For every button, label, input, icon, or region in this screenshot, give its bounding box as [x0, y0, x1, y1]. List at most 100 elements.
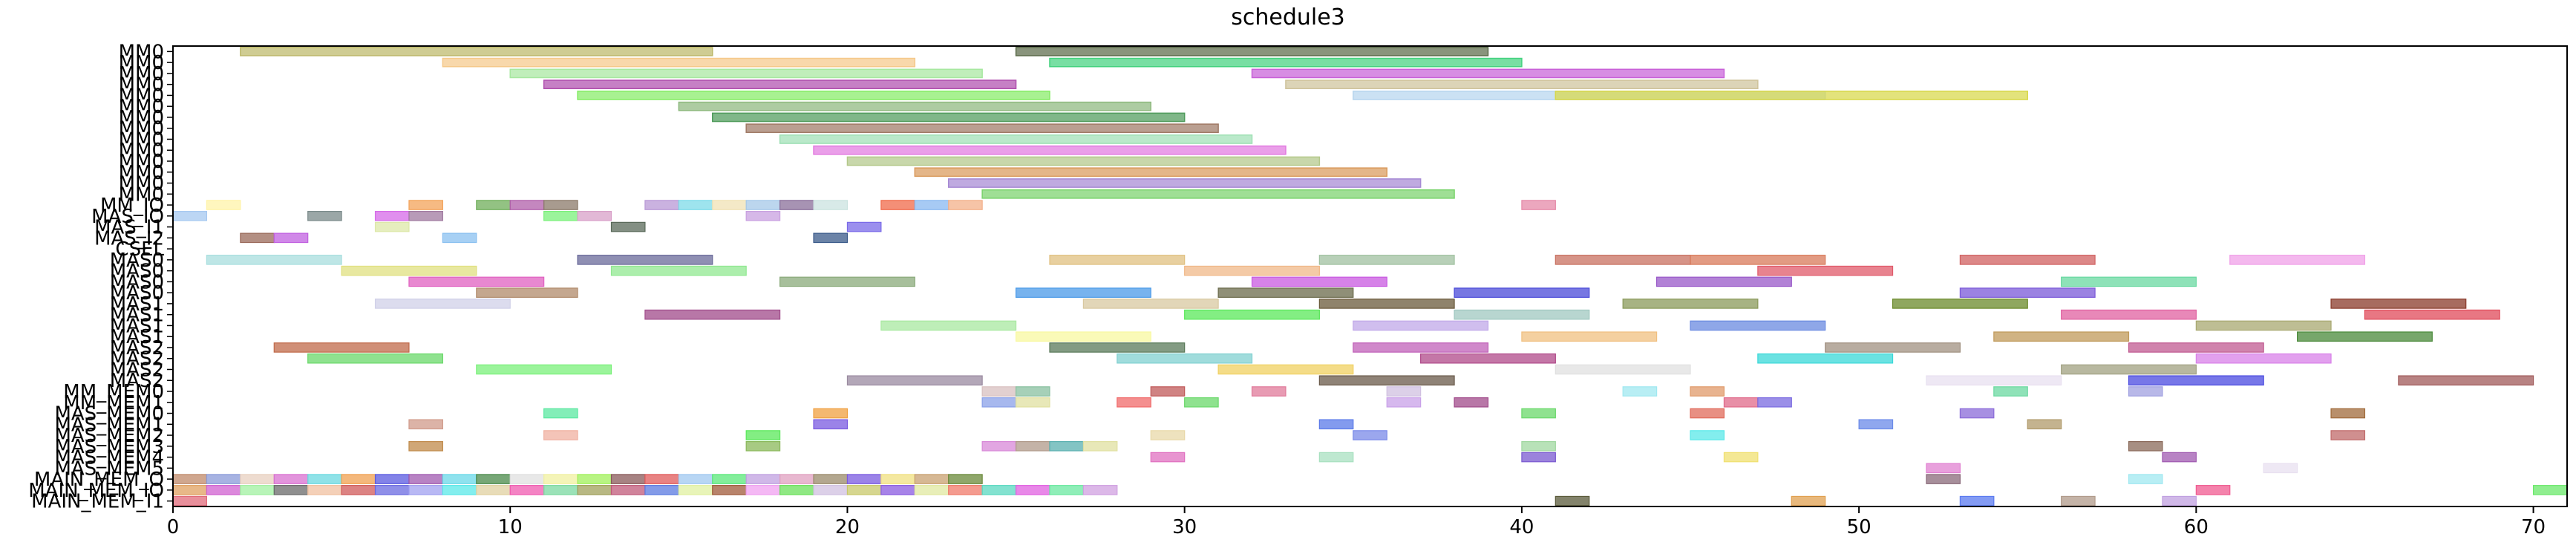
block-bar: [846, 474, 882, 484]
block-bar: [1690, 386, 1725, 397]
block-bar: [1353, 320, 1489, 331]
block-bar: [408, 276, 545, 287]
block-bar: [1318, 299, 1455, 309]
block-bar: [240, 474, 275, 484]
block-bar: [172, 474, 208, 484]
block-bar: [644, 474, 679, 484]
block-bar: [1993, 331, 2130, 342]
block-bar: [813, 485, 849, 495]
y-tick-label: MM0: [119, 96, 164, 118]
block-bar: [1622, 299, 1759, 309]
block-bar: [981, 485, 1017, 495]
y-tick-label: MM0: [119, 52, 164, 74]
task-bar: [745, 123, 1219, 134]
block-bar: [543, 485, 578, 495]
block-bar: [341, 265, 477, 276]
block-bar: [948, 474, 983, 484]
x-tick-label: 60: [2184, 516, 2209, 538]
block-bar: [476, 287, 578, 298]
axes-frame: [172, 45, 2568, 507]
block-bar: [644, 200, 679, 210]
block-bar: [948, 485, 983, 495]
y-tick-label: MAS1: [110, 315, 164, 337]
block-bar: [1690, 255, 1826, 265]
block-bar: [712, 474, 747, 484]
block-bar: [1015, 485, 1050, 495]
y-tick-label: MM0: [119, 183, 164, 206]
block-bar: [2061, 276, 2197, 287]
task-bar: [1015, 47, 1489, 56]
y-tick-label: MM_IO: [100, 195, 164, 217]
block-bar: [240, 485, 275, 495]
block-bar: [442, 232, 477, 244]
x-tick-label: 10: [498, 516, 523, 538]
y-tick-label: MM0: [119, 140, 164, 162]
block-bar: [1082, 299, 1219, 309]
block-bar: [745, 441, 781, 452]
block-bar: [813, 419, 849, 430]
y-tick-label: MM0: [119, 162, 164, 184]
block-bar: [1959, 495, 1995, 506]
y-tick-label: MAS0: [110, 271, 164, 293]
block-bar: [2128, 342, 2264, 353]
y-tick-label: MM0: [119, 63, 164, 85]
block-bar: [610, 265, 747, 276]
y-tick-label: MM_MEM1: [63, 392, 164, 414]
block-bar: [206, 200, 241, 210]
block-bar: [1251, 386, 1287, 397]
block-bar: [2229, 255, 2366, 265]
y-tick-label: MM0: [119, 151, 164, 173]
y-tick-label: MM0: [119, 128, 164, 151]
block-bar: [476, 485, 511, 495]
block-bar: [1959, 287, 2096, 298]
block-bar: [1993, 386, 2028, 397]
block-bar: [307, 474, 342, 484]
block-bar: [476, 474, 511, 484]
block-bar: [880, 200, 915, 210]
block-bar: [1117, 397, 1151, 408]
block-bar: [846, 485, 882, 495]
block-bar: [1791, 495, 1826, 506]
y-tick-label: MAS_MEM2: [54, 425, 164, 447]
block-bar: [1117, 353, 1253, 364]
y-tick-label: MAS_I1: [94, 217, 164, 239]
block-bar: [1184, 265, 1320, 276]
block-bar: [846, 375, 983, 386]
block-bar: [880, 485, 915, 495]
block-bar: [1622, 386, 1658, 397]
block-bar: [1959, 408, 1995, 419]
block-bar: [577, 211, 612, 221]
block-bar: [2027, 419, 2062, 430]
block-bar: [2061, 364, 2197, 375]
block-bar: [1217, 287, 1354, 298]
block-bar: [1150, 452, 1186, 463]
block-bar: [273, 342, 410, 353]
y-tick-label: MAS1: [110, 326, 164, 348]
block-bar: [408, 419, 443, 430]
task-bar: [846, 156, 1321, 166]
y-tick-label: MM0: [119, 41, 164, 63]
block-bar: [2532, 485, 2568, 495]
block-bar: [2128, 441, 2163, 452]
block-bar: [1318, 375, 1455, 386]
task-bar: [1285, 79, 1759, 90]
block-bar: [745, 485, 781, 495]
block-bar: [172, 495, 208, 506]
y-tick-label: MM0: [119, 107, 164, 129]
block-bar: [813, 474, 849, 484]
block-bar: [712, 485, 747, 495]
block-bar: [1318, 255, 1455, 265]
block-bar: [240, 232, 275, 244]
block-bar: [1015, 287, 1151, 298]
block-bar: [1386, 386, 1422, 397]
block-bar: [1892, 299, 2028, 309]
x-tick-label: 30: [1172, 516, 1197, 538]
block-bar: [577, 485, 612, 495]
block-bar: [610, 221, 646, 232]
y-tick-label: MAS0: [110, 250, 164, 272]
block-bar: [1555, 255, 1691, 265]
y-tick-label: MM_MEM0: [63, 381, 164, 403]
block-bar: [779, 276, 915, 287]
block-bar: [813, 408, 849, 419]
x-tick-label: 20: [835, 516, 860, 538]
